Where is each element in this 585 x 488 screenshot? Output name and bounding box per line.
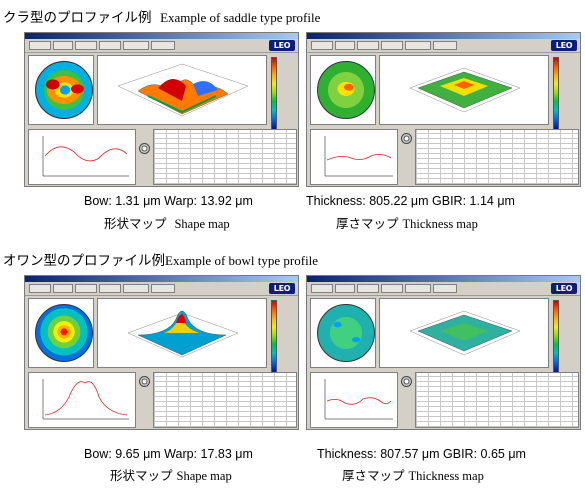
3d-view-panel	[379, 55, 549, 125]
toolbar-button[interactable]	[75, 284, 97, 293]
profile-graph-panel	[28, 372, 136, 428]
saddle-thickness-caption: Thickness: 805.22 μm GBIR: 1.14 μm	[306, 194, 515, 208]
toolbar-button[interactable]	[311, 284, 333, 293]
colorbar	[271, 57, 277, 137]
bowl-thickness-subcaption: 厚さマップ Thickness map	[342, 465, 484, 484]
saddle-shape-subcaption: 形状マップ Shape map	[104, 213, 230, 232]
toolbar-button[interactable]	[357, 41, 379, 50]
toolbar-button[interactable]	[29, 41, 51, 50]
results-table	[153, 129, 297, 185]
colorbar	[553, 57, 559, 137]
gauge-icon	[139, 376, 150, 387]
leo-logo: LEO	[269, 40, 295, 51]
bowl-thickness-caption: Thickness: 807.57 μm GBIR: 0.65 μm	[317, 447, 526, 461]
results-table	[415, 129, 579, 185]
colorbar	[553, 300, 559, 380]
saddle-thickness-map	[317, 61, 375, 119]
saddle-thickness-sub-en: Thickness map	[402, 217, 478, 231]
saddle-3d-surface	[117, 63, 249, 117]
bowl-shape-sub-en: Shape map	[176, 469, 232, 483]
bowl-shape-map	[35, 304, 93, 362]
toolbar-button[interactable]	[151, 41, 175, 50]
3d-view-panel	[379, 298, 549, 368]
screenshot-saddle-thickness: LEO	[306, 32, 581, 187]
thickness-3d-surface	[409, 67, 521, 113]
3d-view-panel	[97, 298, 267, 368]
profile-graph	[42, 136, 129, 177]
saddle-title-jp: クラ型のプロファイル例	[3, 10, 152, 26]
profile-graph-panel	[28, 129, 136, 185]
toolbar-button[interactable]	[53, 41, 73, 50]
gauge-icon	[401, 376, 412, 387]
bowl-3d-surface	[127, 310, 239, 358]
colorbar	[271, 300, 277, 380]
toolbar-button[interactable]	[123, 284, 149, 293]
bowl-thickness-sub-jp: 厚さマップ	[342, 468, 405, 483]
saddle-shape-sub-jp: 形状マップ	[104, 216, 167, 231]
bowl-thickness-sub-en: Thickness map	[408, 469, 484, 483]
saddle-thickness-sub-jp: 厚さマップ	[336, 216, 399, 231]
bowl-section-title: オワン型のプロファイル例Example of bowl type profile	[3, 249, 318, 269]
thickness-3d-surface	[409, 310, 521, 356]
saddle-title-en: Example of saddle type profile	[160, 10, 321, 25]
bowl-thickness-map	[317, 304, 375, 362]
toolbar-button[interactable]	[53, 284, 73, 293]
toolbar-button[interactable]	[29, 284, 51, 293]
profile-graph-panel	[310, 129, 398, 185]
gauge-icon	[139, 143, 150, 154]
shape-map-panel	[28, 298, 94, 368]
thickness-map-panel	[310, 55, 376, 125]
bowl-shape-caption: Bow: 9.65 μm Warp: 17.83 μm	[84, 447, 253, 461]
toolbar-button[interactable]	[335, 41, 355, 50]
window-titlebar	[25, 33, 298, 39]
bowl-title-jp: オワン型のプロファイル例	[3, 253, 165, 269]
profile-graph	[324, 379, 393, 420]
toolbar-button[interactable]	[405, 284, 431, 293]
toolbar-button[interactable]	[335, 284, 355, 293]
saddle-thickness-subcaption: 厚さマップ Thickness map	[336, 213, 478, 232]
saddle-shape-sub-en: Shape map	[174, 217, 230, 231]
profile-graph	[42, 379, 129, 420]
results-table	[153, 372, 297, 428]
window-titlebar	[307, 33, 580, 39]
toolbar-button[interactable]	[151, 284, 175, 293]
toolbar-button[interactable]	[123, 41, 149, 50]
3d-view-panel	[97, 55, 267, 125]
saddle-shape-map	[35, 61, 93, 119]
saddle-section-title: クラ型のプロファイル例 Example of saddle type profi…	[3, 6, 320, 26]
leo-logo: LEO	[551, 283, 577, 294]
toolbar-button[interactable]	[433, 41, 457, 50]
saddle-shape-caption: Bow: 1.31 μm Warp: 13.92 μm	[84, 194, 253, 208]
toolbar-button[interactable]	[75, 41, 97, 50]
results-table	[415, 372, 579, 428]
toolbar-button[interactable]	[99, 284, 121, 293]
leo-logo: LEO	[551, 40, 577, 51]
leo-logo: LEO	[269, 283, 295, 294]
screenshot-bowl-thickness: LEO	[306, 275, 581, 430]
bowl-shape-sub-jp: 形状マップ	[110, 468, 173, 483]
toolbar-button[interactable]	[357, 284, 379, 293]
toolbar-button[interactable]	[381, 284, 403, 293]
thickness-map-panel	[310, 298, 376, 368]
gauge-icon	[401, 133, 412, 144]
window-titlebar	[25, 276, 298, 282]
toolbar-button[interactable]	[381, 41, 403, 50]
toolbar-button[interactable]	[405, 41, 431, 50]
toolbar-button[interactable]	[433, 284, 457, 293]
profile-graph	[324, 136, 393, 177]
screenshot-bowl-shape: LEO	[24, 275, 299, 430]
profile-graph-panel	[310, 372, 398, 428]
bowl-shape-subcaption: 形状マップ Shape map	[110, 465, 232, 484]
toolbar-button[interactable]	[99, 41, 121, 50]
bowl-title-en: Example of bowl type profile	[165, 253, 319, 268]
screenshot-saddle-shape: LEO	[24, 32, 299, 187]
toolbar-button[interactable]	[311, 41, 333, 50]
shape-map-panel	[28, 55, 94, 125]
window-titlebar	[307, 276, 580, 282]
